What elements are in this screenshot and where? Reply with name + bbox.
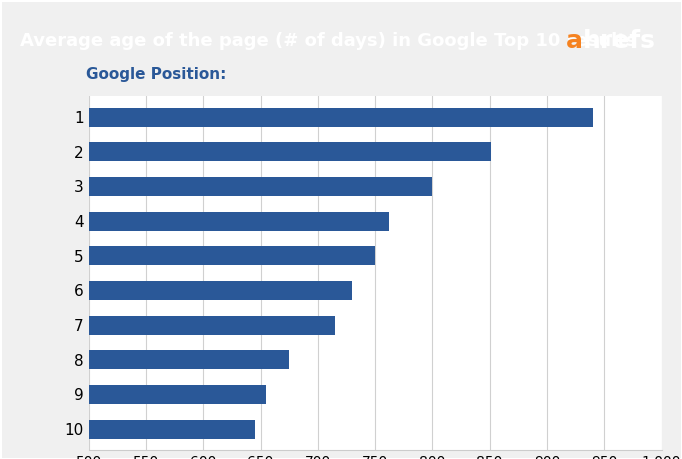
- Bar: [0, 350, 289, 369]
- Bar: [0, 142, 491, 162]
- Bar: [0, 281, 352, 300]
- Text: a: a: [566, 29, 583, 53]
- Bar: [0, 385, 266, 404]
- Bar: [0, 108, 593, 127]
- Bar: [0, 315, 335, 335]
- Bar: [0, 246, 375, 265]
- Text: hrefs: hrefs: [583, 29, 656, 53]
- Bar: [0, 212, 389, 231]
- Text: Average age of the page (# of days) in Google Top 10 results: Average age of the page (# of days) in G…: [20, 32, 637, 50]
- Bar: [0, 420, 255, 438]
- Text: Google Position:: Google Position:: [86, 67, 226, 82]
- Bar: [0, 177, 432, 196]
